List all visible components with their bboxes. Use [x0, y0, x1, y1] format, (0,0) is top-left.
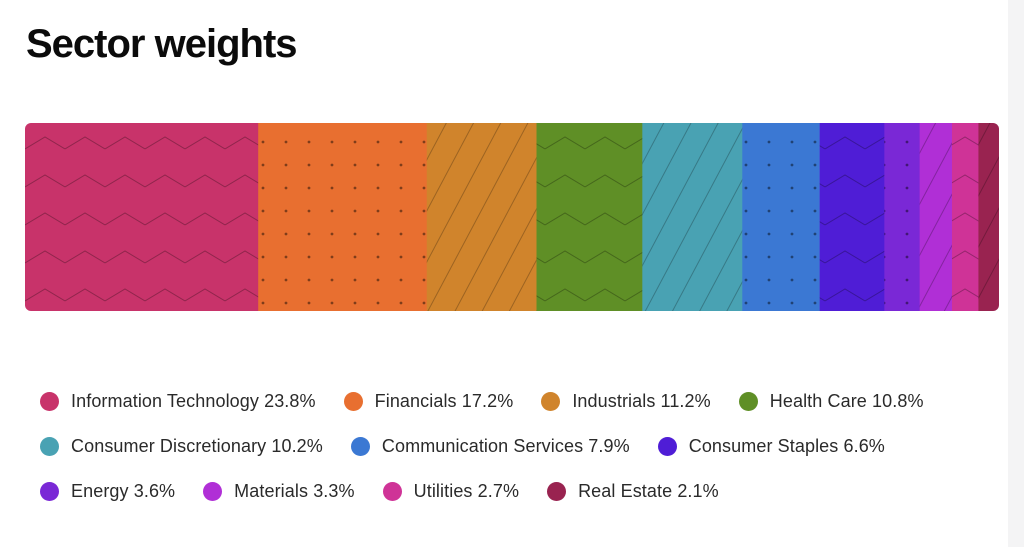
legend-item-communication-services[interactable]: Communication Services 7.9% — [350, 435, 630, 457]
bar-segment-information-technology[interactable] — [25, 123, 259, 311]
legend-row: Energy 3.6% Materials 3.3% Utilities 2.7% R… — [40, 478, 980, 504]
legend-item-information-technology[interactable]: Information Technology 23.8% — [40, 391, 316, 412]
legend-item-consumer-staples[interactable]: Consumer Staples 6.6% — [657, 435, 885, 457]
legend-swatch — [40, 436, 59, 456]
bar-segment-utilities[interactable] — [951, 123, 979, 311]
scrollbar-track[interactable] — [1008, 0, 1024, 547]
legend-label: Energy 3.6% — [71, 480, 176, 501]
legend-swatch — [382, 481, 402, 501]
bar-segment-industrials[interactable] — [426, 123, 537, 311]
bar-segment-communication-services[interactable] — [742, 123, 821, 311]
legend-item-industrials[interactable]: Industrials 11.2% — [541, 390, 711, 412]
legend-item-consumer-discretionary[interactable]: Consumer Discretionary 10.2% — [40, 436, 323, 457]
legend-swatch — [203, 481, 223, 501]
bar-segment-consumer-staples[interactable] — [819, 123, 885, 311]
legend-label: Health Care 10.8% — [769, 390, 924, 411]
legend-swatch — [40, 391, 59, 411]
bar-segment-real-estate[interactable] — [978, 123, 999, 311]
legend-swatch — [657, 436, 677, 456]
bar-segment-materials[interactable] — [919, 123, 953, 311]
page-title: Sector weights — [26, 22, 298, 66]
legend-swatch — [350, 436, 370, 456]
legend-row: Information Technology 23.8% Financials 1… — [40, 388, 980, 414]
legend-swatch — [541, 391, 561, 411]
legend-swatch — [343, 391, 363, 411]
legend-swatch — [40, 481, 59, 501]
legend-label: Communication Services 7.9% — [381, 435, 630, 456]
legend-label: Materials 3.3% — [234, 480, 355, 501]
sector-weights-chart — [25, 123, 999, 311]
bar-segment-health-care[interactable] — [536, 123, 643, 311]
legend-label: Utilities 2.7% — [413, 480, 520, 501]
stacked-bar-svg — [25, 123, 999, 311]
bar-segment-consumer-discretionary[interactable] — [642, 123, 743, 311]
legend-label: Consumer Staples 6.6% — [688, 435, 885, 456]
bar-segment-energy[interactable] — [884, 123, 921, 311]
legend-item-real-estate[interactable]: Real Estate 2.1% — [547, 481, 719, 502]
legend-swatch — [738, 391, 758, 411]
legend-label: Information Technology 23.8% — [71, 390, 316, 411]
legend-item-materials[interactable]: Materials 3.3% — [203, 480, 355, 502]
legend-label: Industrials 11.2% — [572, 390, 711, 411]
legend-item-financials[interactable]: Financials 17.2% — [343, 390, 514, 412]
legend-item-utilities[interactable]: Utilities 2.7% — [382, 480, 520, 502]
legend-item-energy[interactable]: Energy 3.6% — [40, 481, 175, 502]
legend-label: Financials 17.2% — [374, 390, 514, 411]
legend-item-health-care[interactable]: Health Care 10.8% — [738, 390, 924, 412]
legend-swatch — [547, 481, 567, 501]
legend-label: Consumer Discretionary 10.2% — [71, 435, 323, 456]
chart-legend: Information Technology 23.8% Financials 1… — [40, 388, 980, 523]
bar-segment-financials[interactable] — [258, 123, 428, 311]
legend-row: Consumer Discretionary 10.2% Communicatio… — [40, 433, 980, 459]
legend-label: Real Estate 2.1% — [578, 480, 719, 501]
